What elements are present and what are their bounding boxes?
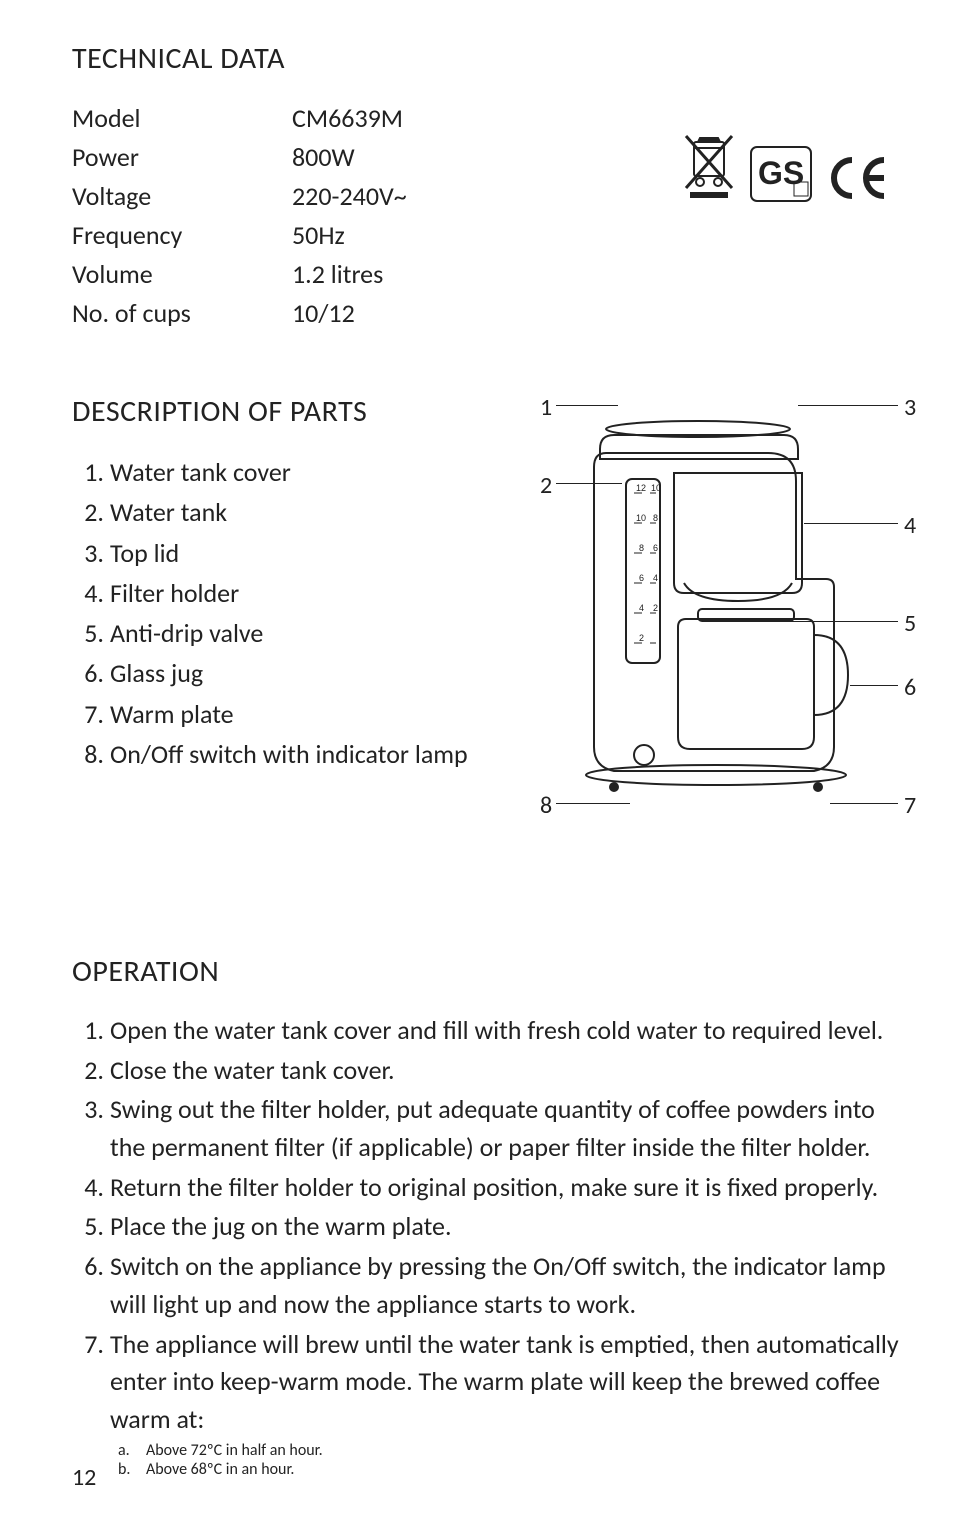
parts-diagram: 1210 108 86 64 42 2 1 2 8 3 4 5 6 7 <box>486 393 900 853</box>
list-item: 7.Warm plate <box>72 694 486 734</box>
list-item: 2.Water tank <box>72 492 486 532</box>
spec-val: 220-240V~ <box>292 177 407 216</box>
certification-icons: GS <box>680 130 890 207</box>
spec-key: No. of cups <box>72 294 292 333</box>
spec-key: Power <box>72 138 292 177</box>
spec-key: Frequency <box>72 216 292 255</box>
svg-text:10: 10 <box>651 483 661 493</box>
spec-val: CM6639M <box>292 99 403 138</box>
spec-key: Volume <box>72 255 292 294</box>
list-item: 6.Switch on the appliance by pressing th… <box>72 1248 900 1323</box>
callout-7: 7 <box>904 791 916 820</box>
spec-key: Model <box>72 99 292 138</box>
svg-text:8: 8 <box>653 513 658 523</box>
list-item: 6.Glass jug <box>72 653 486 693</box>
list-item: b.Above 68ºC in an hour. <box>118 1460 900 1479</box>
weee-icon <box>680 130 738 207</box>
svg-text:2: 2 <box>653 603 658 613</box>
list-item: 1.Open the water tank cover and fill wit… <box>72 1012 900 1050</box>
callout-3: 3 <box>904 393 916 422</box>
callout-2: 2 <box>540 471 552 500</box>
svg-text:4: 4 <box>653 573 658 583</box>
svg-text:10: 10 <box>636 513 646 523</box>
list-item: 4.Return the filter holder to original p… <box>72 1169 900 1207</box>
table-row: No. of cups10/12 <box>72 294 900 333</box>
technical-data-heading: TECHNICAL DATA <box>72 40 900 77</box>
operation-sublist: a.Above 72ºC in half an hour. b.Above 68… <box>118 1441 900 1479</box>
list-item: 4.Filter holder <box>72 573 486 613</box>
page-number: 12 <box>72 1463 96 1492</box>
list-item: a.Above 72ºC in half an hour. <box>118 1441 900 1460</box>
callout-1: 1 <box>540 393 552 422</box>
table-row: Frequency50Hz <box>72 216 900 255</box>
ce-icon <box>824 154 890 207</box>
callout-6: 6 <box>904 673 916 702</box>
spec-key: Voltage <box>72 177 292 216</box>
list-item: 1.Water tank cover <box>72 452 486 492</box>
spec-val: 1.2 litres <box>292 255 383 294</box>
callout-8: 8 <box>540 791 552 820</box>
spec-val: 800W <box>292 138 355 177</box>
table-row: Volume1.2 litres <box>72 255 900 294</box>
parts-list: 1.Water tank cover 2.Water tank 3.Top li… <box>72 452 486 774</box>
svg-text:8: 8 <box>639 543 644 553</box>
spec-val: 10/12 <box>292 294 355 333</box>
parts-heading: DESCRIPTION OF PARTS <box>72 393 486 430</box>
list-item: 5.Anti-drip valve <box>72 613 486 653</box>
svg-text:2: 2 <box>639 633 644 643</box>
list-item: 5.Place the jug on the warm plate. <box>72 1208 900 1246</box>
svg-text:4: 4 <box>639 603 644 613</box>
svg-text:12: 12 <box>636 483 646 493</box>
svg-text:GS: GS <box>758 155 804 191</box>
list-item: 3.Top lid <box>72 533 486 573</box>
operation-list: 1.Open the water tank cover and fill wit… <box>72 1012 900 1439</box>
gs-icon: GS <box>750 146 812 207</box>
svg-text:6: 6 <box>639 573 644 583</box>
list-item: 3.Swing out the filter holder, put adequ… <box>72 1091 900 1166</box>
spec-val: 50Hz <box>292 216 345 255</box>
operation-heading: OPERATION <box>72 953 900 990</box>
list-item: 7.The appliance will brew until the wate… <box>72 1326 900 1439</box>
callout-5: 5 <box>904 609 916 638</box>
list-item: 8.On/Off switch with indicator lamp <box>72 734 486 774</box>
list-item: 2.Close the water tank cover. <box>72 1052 900 1090</box>
callout-4: 4 <box>904 511 916 540</box>
svg-text:6: 6 <box>653 543 658 553</box>
